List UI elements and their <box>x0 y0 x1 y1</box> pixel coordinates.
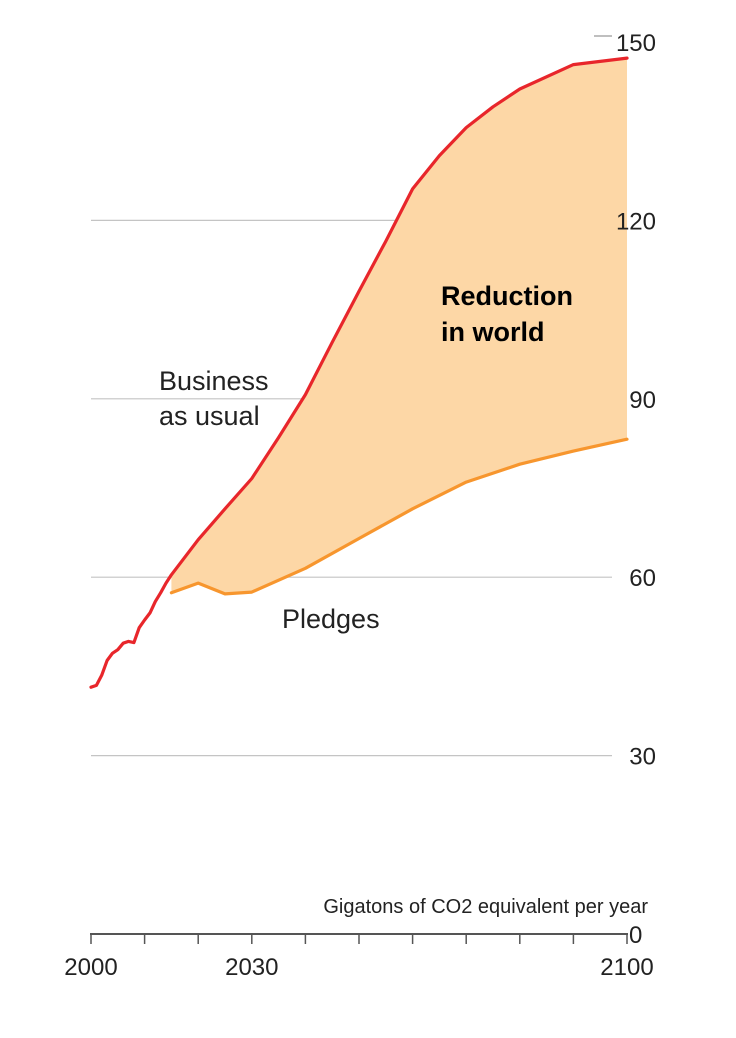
series-lines <box>89 56 629 689</box>
y-tick-label-0: 0 <box>629 922 642 949</box>
pledges-label: Pledges <box>282 604 380 634</box>
x-tick-label-2030: 2030 <box>225 954 278 981</box>
labels: 0 30 60 90 120 150 Gigatons of CO2 equivalent … <box>64 30 656 981</box>
x-axis <box>90 933 628 944</box>
x-tick-label-2100: 2100 <box>600 954 653 981</box>
y-tick-label-30: 30 <box>629 744 656 771</box>
business-as-usual-line <box>89 56 629 689</box>
pledges-line <box>169 437 629 596</box>
business-as-usual-label: Business as usual <box>159 366 269 431</box>
y-tick-label-60: 60 <box>629 565 656 592</box>
reduction-area <box>171 58 627 594</box>
y-tick-label-120: 120 <box>616 208 656 235</box>
reduction-label: Reduction in world <box>441 281 573 347</box>
x-tick-label-2000: 2000 <box>64 954 117 981</box>
y-tick-label-90: 90 <box>629 387 656 414</box>
y-tick-label-150: 150 <box>616 30 656 57</box>
y-axis-unit-label: Gigatons of CO2 equivalent per year <box>323 896 648 918</box>
